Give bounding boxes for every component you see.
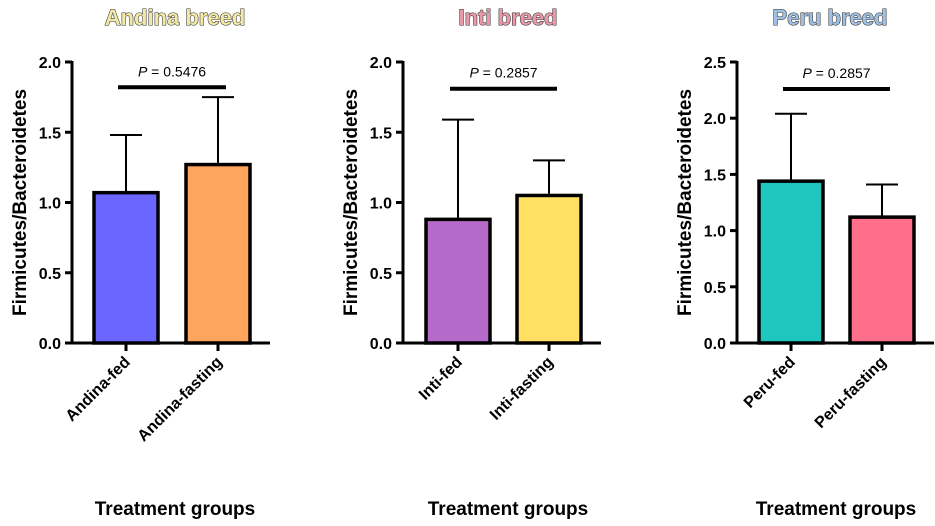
- y-tick-label: 1.5: [370, 125, 392, 142]
- p-symbol: P: [138, 63, 148, 79]
- bar-peru-fed: [757, 179, 825, 345]
- y-tick-label: 0.0: [39, 336, 61, 353]
- p-value-text: = 0.2857: [812, 65, 871, 81]
- bar-andina-fasting: [184, 162, 252, 345]
- y-tick-label: 2.0: [39, 55, 61, 72]
- y-tick-label: 2.5: [704, 55, 726, 72]
- y-tick-label: 2.0: [704, 111, 726, 128]
- category-label: Peru-fasting: [812, 354, 890, 432]
- y-axis-label: Firmicutes/Bacteroidetes: [10, 89, 31, 316]
- bar-peru-fasting: [848, 215, 916, 345]
- y-tick-label: 0.5: [704, 280, 726, 297]
- y-tick-label: 1.5: [704, 167, 726, 184]
- chart-panel-2: Inti breed Firmicutes/Bacteroidetes Treatm…: [341, 4, 601, 520]
- y-tick-label: 0.0: [370, 336, 392, 353]
- chart-title: Peru breed: [773, 5, 888, 30]
- category-label: Peru-fed: [741, 354, 799, 412]
- p-value-text: = 0.5476: [147, 63, 206, 79]
- category-label: Inti-fed: [416, 354, 466, 404]
- bar-andina-fed: [92, 190, 160, 345]
- y-tick-label: 1.0: [704, 224, 726, 241]
- chart-panel-1: Andina breed Firmicutes/Bacteroidetes Trea…: [10, 4, 270, 520]
- chart-panel-3: Peru breed Firmicutes/Bacteroidetes Treatm…: [675, 4, 934, 520]
- y-axis-label: Firmicutes/Bacteroidetes: [341, 89, 362, 316]
- bar-inti-fed: [424, 217, 492, 345]
- x-axis-label: Treatment groups: [756, 499, 916, 520]
- y-tick-label: 1.0: [39, 196, 61, 213]
- y-tick-label: 1.5: [39, 125, 61, 142]
- y-tick-label: 1.0: [370, 196, 392, 213]
- x-axis-label: Treatment groups: [95, 499, 255, 520]
- y-tick-label: 0.5: [39, 266, 61, 283]
- y-axis-label: Firmicutes/Bacteroidetes: [675, 89, 696, 316]
- p-symbol: P: [469, 65, 479, 81]
- p-value-label: P = 0.2857: [469, 65, 537, 81]
- p-value-label: P = 0.5476: [138, 63, 206, 79]
- y-tick-label: 0.0: [704, 336, 726, 353]
- p-symbol: P: [802, 65, 812, 81]
- category-label: Andina-fasting: [135, 354, 226, 445]
- p-value-label: P = 0.2857: [802, 65, 870, 81]
- y-tick-label: 0.5: [370, 266, 392, 283]
- chart-title: Inti breed: [458, 5, 557, 30]
- y-tick-label: 2.0: [370, 55, 392, 72]
- category-label: Andina-fed: [63, 354, 134, 425]
- x-axis-label: Treatment groups: [428, 499, 588, 520]
- bar-inti-fasting: [515, 193, 583, 345]
- chart-title: Andina breed: [105, 5, 246, 30]
- category-label: Inti-fasting: [487, 354, 557, 424]
- p-value-text: = 0.2857: [479, 65, 538, 81]
